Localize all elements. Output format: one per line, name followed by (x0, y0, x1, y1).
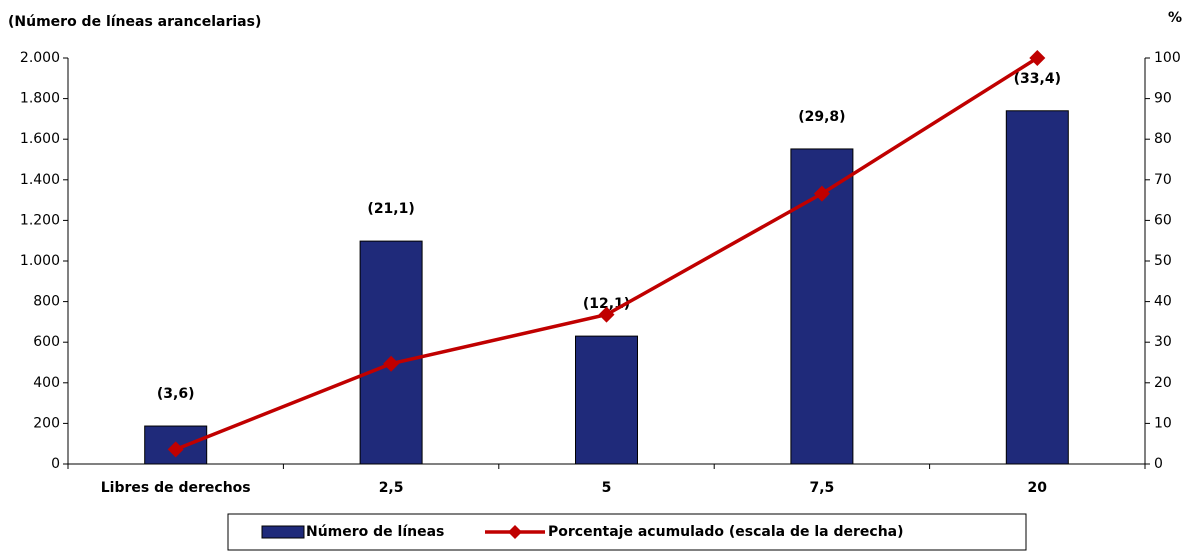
bar-annotation: (3,6) (157, 386, 195, 402)
y2-tick-label: 60 (1154, 212, 1172, 228)
x-tick-label: 7,5 (809, 480, 834, 496)
y2-tick-label: 80 (1154, 131, 1172, 147)
y-tick-label: 1.600 (20, 131, 60, 147)
legend-swatch (508, 525, 522, 539)
x-tick-label: 5 (602, 480, 612, 496)
line-marker (383, 355, 400, 372)
x-tick-label: 20 (1028, 480, 1048, 496)
y-tick-label: 1.800 (20, 91, 60, 107)
y2-tick-label: 50 (1154, 253, 1172, 269)
y2-tick-label: 0 (1154, 456, 1163, 472)
y-tick-label: 0 (51, 456, 60, 472)
y2-tick-label: 10 (1154, 415, 1172, 431)
line-marker (813, 185, 830, 202)
y-tick-label: 1.000 (20, 253, 60, 269)
legend-box (227, 513, 1027, 551)
bar-annotation: (29,8) (798, 109, 845, 125)
y-tick-label: 600 (33, 334, 60, 350)
y-tick-label: 800 (33, 294, 60, 310)
y2-tick-label: 20 (1154, 375, 1172, 391)
y-tick-label: 200 (33, 415, 60, 431)
y-tick-label: 2.000 (20, 50, 60, 66)
line-marker (1029, 50, 1046, 66)
y-tick-label: 1.400 (20, 172, 60, 188)
bar (359, 240, 423, 465)
y-tick-label: 1.200 (20, 212, 60, 228)
y2-axis-label: % (1168, 10, 1182, 26)
x-tick-label: 2,5 (379, 480, 404, 496)
bar-annotation: (21,1) (367, 201, 414, 217)
bar (575, 335, 638, 465)
legend-swatch (261, 525, 305, 539)
y-tick-label: 400 (33, 375, 60, 391)
x-tick-label: Libres de derechos (101, 480, 251, 496)
y2-tick-label: 100 (1154, 50, 1181, 66)
line-marker (167, 441, 184, 458)
bar-annotation: (33,4) (1014, 71, 1061, 87)
bar (1005, 110, 1069, 465)
legend-label: Porcentaje acumulado (escala de la derec… (548, 524, 904, 540)
y2-tick-label: 40 (1154, 294, 1172, 310)
line-marker (598, 306, 615, 323)
y-axis-label: (Número de líneas arancelarias) (8, 14, 261, 30)
y2-tick-label: 90 (1154, 91, 1172, 107)
y2-tick-label: 30 (1154, 334, 1172, 350)
legend-label: Número de líneas (306, 524, 444, 540)
y2-tick-label: 70 (1154, 172, 1172, 188)
